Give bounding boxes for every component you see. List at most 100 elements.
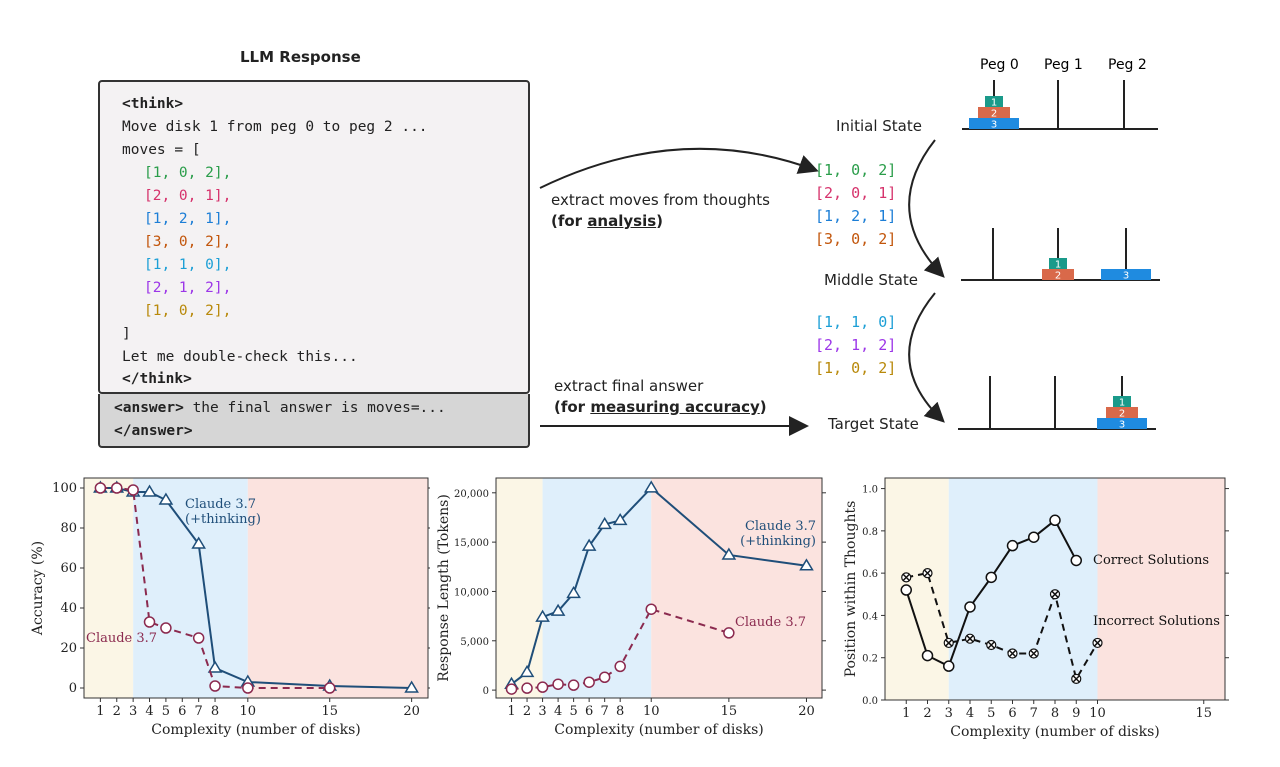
x-tick-label-3: 4 [145,704,153,719]
initial-state-label: Initial State [836,117,922,135]
region-1 [133,478,248,698]
target-disk-2-label: 2 [1119,409,1125,420]
series-1-point-0 [94,482,107,494]
x-tick-label-4: 5 [162,704,170,719]
y-tick-label-4: 80 [60,521,77,536]
answer-open-tag: <answer> [114,400,184,416]
series-0-point-2 [535,609,550,622]
extracted-move-b-3: [1, 0, 2] [815,359,897,377]
x-axis-label: Complexity (number of disks) [554,722,763,738]
x-tick-label-2: 3 [945,706,953,721]
extract-moves-label: extract moves from thoughts [551,191,770,209]
y-tick-label-5: 100 [52,481,77,496]
series-0-point-6 [1028,531,1040,543]
extracted-move-2: [2, 0, 1] [815,184,897,202]
initial-disk-3-label: 3 [991,120,997,131]
region-2 [247,478,428,698]
series-1-point-3-x [966,635,974,643]
extracted-move-4: [3, 0, 2] [815,230,897,248]
series-0-point-5 [581,538,597,551]
y-tick-label-0: 0 [69,681,77,696]
x-tick-label-5: 6 [585,704,593,719]
middle-disk-1 [1049,258,1067,269]
initial-disk-1-label: 1 [991,98,997,109]
moves-list-second: [1, 1, 0] [2, 1, 2] [1, 0, 2] [815,311,896,380]
y-tick-label-3: 0.6 [862,569,878,580]
series-label-1-0: Claude 3.7 [86,631,157,646]
think-close-bracket: ] [122,326,131,342]
series-0-point-6 [597,516,612,530]
x-tick-label-5: 6 [1008,706,1016,721]
y-tick-label-3: 15,000 [454,538,489,549]
series-0-point-9 [404,680,419,693]
x-tick-label-6: 7 [1030,706,1038,721]
series-1-point-6-x [1030,649,1038,658]
think-line-move: Move disk 1 from peg 0 to peg 2 ... [122,119,428,135]
series-1-point-7-x [1051,590,1059,598]
extract-moves-arrow [539,147,819,189]
x-tick-label-10: 20 [798,704,815,719]
series-1-point-1 [521,682,533,694]
series-1-point-6 [209,680,221,692]
measuring-word: measuring accuracy [590,398,760,416]
x-tick-label-3: 4 [554,704,562,719]
series-1-point-4 [160,622,172,634]
series-label-1-0: Claude 3.7 [735,615,806,630]
extracted-move-1: [1, 0, 2] [815,161,897,179]
middle-disk-2-label: 2 [1055,271,1061,282]
x-tick-label-8: 10 [643,704,660,719]
y-tick-label-2: 0.4 [862,611,878,622]
x-tick-label-1: 2 [923,706,931,721]
series-1-point-3 [143,616,156,628]
series-1-point-1-x [923,569,932,577]
x-tick-label-8: 10 [240,704,257,719]
series-1-point-1 [111,482,123,494]
x-tick-label-8: 9 [1072,706,1080,721]
series-0-point-5 [1006,539,1019,552]
series-1-point-2 [536,681,549,693]
x-tick-label-10: 15 [1195,706,1212,721]
y-tick-label-1: 20 [60,641,77,656]
series-1-point-8 [323,682,336,694]
for-prefix-2: (for [554,398,591,416]
series-0-point-5 [191,536,206,549]
y-tick-label-2: 10,000 [454,587,489,598]
x-tick-label-4: 5 [987,706,995,721]
series-1-point-8 [645,603,657,615]
series-0-point-6 [207,660,223,673]
middle-disk-1-label: 1 [1055,260,1061,271]
middle-state-label: Middle State [824,271,919,289]
response-length-chart: 0 5,000 10,000 15,000 20,000 1 2 3 4 5 6 7 8 10 15 20 Co… [436,477,826,738]
x-tick-label-10: 20 [403,704,420,719]
think-close-tag: </think> [122,371,192,387]
extract-final-label: extract final answer [554,377,704,395]
x-tick-label-2: 3 [538,704,546,719]
y-tick-label-5: 1.0 [862,485,878,496]
region-2 [1097,478,1225,700]
series-label-0-1: (+thinking) [185,512,261,527]
y-tick-label-3: 60 [60,561,77,576]
series-1-point-7 [242,682,254,694]
x-tick-label-3: 4 [966,706,974,721]
y-tick-label-1: 0.2 [862,654,878,665]
initial-disk-2-label: 2 [991,109,997,120]
series-0-point-9 [721,547,737,560]
for-measuring-label: (for measuring accuracy) [554,398,767,416]
plot-frame [495,477,823,699]
extracted-move-3: [1, 2, 1] [815,207,897,225]
moves-list-first: [1, 0, 2] [2, 0, 1] [1, 2, 1] [3, 0, 2] [815,159,896,251]
x-axis-label: Complexity (number of disks) [950,724,1159,740]
peg-2-label: Peg 2 [1108,57,1147,73]
x-tick-label-0: 1 [96,704,104,719]
series-1-point-8-x [1072,675,1080,683]
think-open-tag: <think> [122,96,184,112]
series-0-point-7 [1049,514,1061,527]
middle-to-target-arrow [908,292,945,423]
think-move-6: [2, 1, 2], [144,280,232,296]
accuracy-chart: 0 20 40 60 80 100 1 2 3 4 5 6 7 8 10 15 20 Complexity (nu… [30,477,430,738]
series-1-point-4-x [987,641,995,649]
target-disk-2 [1106,407,1138,418]
target-state-label: Target State [828,415,919,433]
